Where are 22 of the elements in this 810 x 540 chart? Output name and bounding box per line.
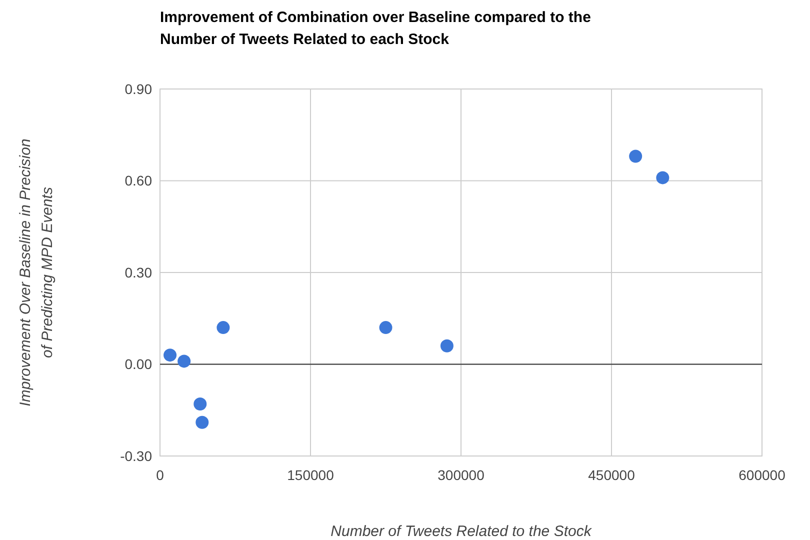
y-tick-label: 0.00 xyxy=(124,356,152,372)
x-tick-label: 600000 xyxy=(738,467,786,483)
y-axis-title: Improvement Over Baseline in Precision of Predicting MPD Events xyxy=(17,138,56,406)
x-tick-label: 150000 xyxy=(287,467,334,483)
point xyxy=(164,348,177,362)
x-axis-title: Number of Tweets Related to the Stock xyxy=(330,523,593,540)
point xyxy=(216,321,230,334)
y-tick-label: -0.30 xyxy=(120,448,152,464)
point xyxy=(194,398,207,411)
point xyxy=(440,339,454,352)
x-tick-label: 450000 xyxy=(588,467,636,483)
point xyxy=(196,416,209,429)
point xyxy=(379,321,392,334)
y-tick-label: 0.60 xyxy=(124,172,152,189)
point xyxy=(629,150,642,163)
chart-title: Improvement of Combination over Baseline compared to the Number of Tweets Related to each Stock xyxy=(160,9,591,48)
point xyxy=(178,354,191,368)
point xyxy=(656,171,670,184)
x-tick-label: 300000 xyxy=(438,467,485,483)
y-tick-label: 0.90 xyxy=(124,80,152,97)
y-tick-label: 0.30 xyxy=(124,264,152,280)
x-tick-label: 0 xyxy=(156,467,164,483)
